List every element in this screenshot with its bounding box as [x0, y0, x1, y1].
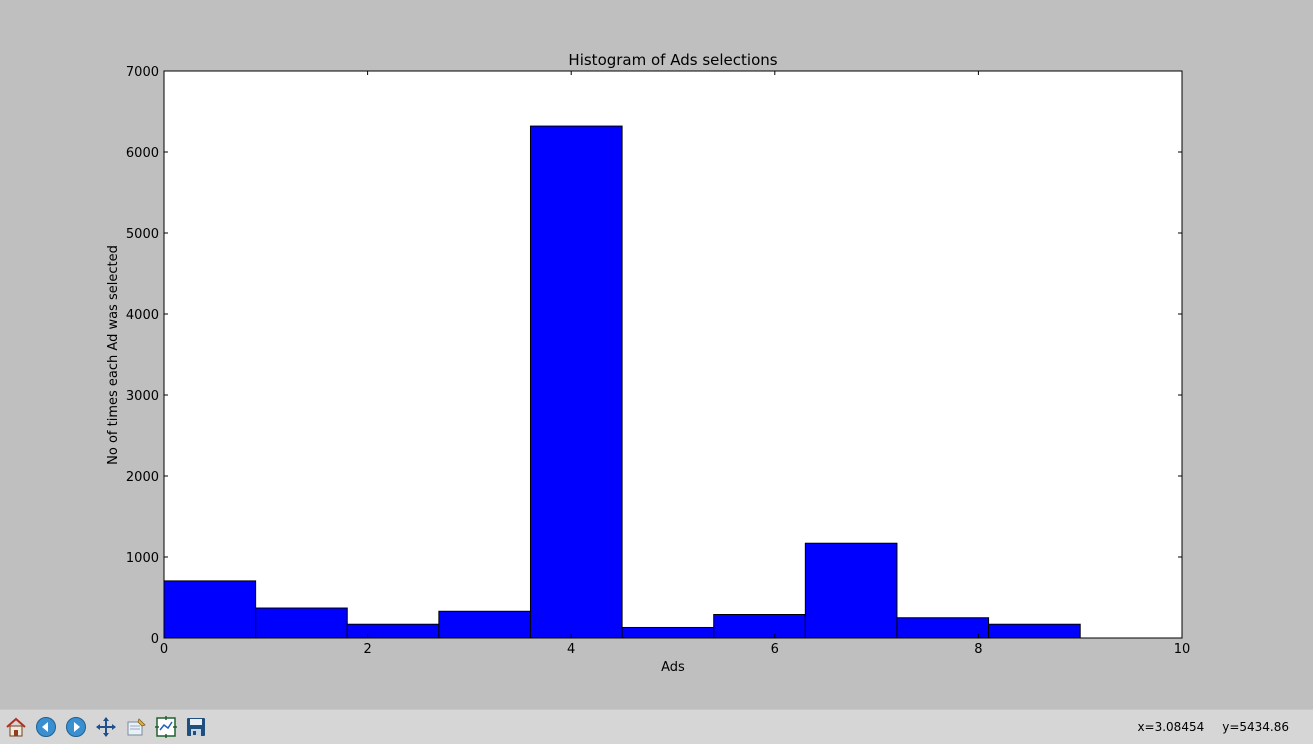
cursor-coordinates: x=3.08454 y=5434.86	[1137, 720, 1289, 734]
histogram-figure: 0 2 4 6 8 10 0 1000 2000 3000 4000 5000 6000 7000 His…	[106, 51, 1190, 675]
arrow-left-icon	[36, 717, 56, 737]
y-axis-label: No of times each Ad was selected	[106, 245, 121, 465]
arrow-right-icon	[66, 717, 86, 737]
x-tick-label: 4	[567, 642, 575, 657]
x-axis-label: Ads	[661, 660, 685, 675]
zoom-rect-icon	[127, 718, 146, 736]
pan-button[interactable]	[93, 713, 119, 741]
y-tick-label: 4000	[126, 308, 159, 323]
y-tick-label: 2000	[126, 470, 159, 485]
y-tick-label: 1000	[126, 551, 159, 566]
floppy-icon	[187, 718, 205, 736]
histogram-bar	[988, 623, 1081, 639]
subplots-icon	[155, 716, 177, 738]
histogram-bar	[255, 607, 348, 639]
back-button[interactable]	[33, 713, 59, 741]
y-tick-label: 6000	[126, 146, 159, 161]
histogram-bar	[529, 125, 623, 639]
x-tick-label: 2	[363, 642, 371, 657]
chart-title: Histogram of Ads selections	[568, 51, 777, 69]
x-tick-label: 10	[1174, 642, 1191, 657]
zoom-button[interactable]	[123, 713, 149, 741]
y-tick-label: 5000	[126, 227, 159, 242]
histogram-bar	[896, 617, 990, 639]
move-icon	[96, 717, 116, 737]
y-tick-label: 0	[151, 632, 159, 647]
plot-area	[164, 71, 1182, 638]
histogram-bar	[438, 610, 531, 639]
histogram-bar	[713, 614, 806, 639]
histogram-bar	[621, 626, 715, 639]
home-icon	[6, 717, 26, 737]
histogram-bar	[346, 623, 440, 639]
coord-y: y=5434.86	[1222, 720, 1289, 734]
forward-button[interactable]	[63, 713, 89, 741]
coord-x: x=3.08454	[1137, 720, 1205, 734]
x-tick-label: 0	[160, 642, 168, 657]
histogram-bar	[804, 542, 898, 639]
x-tick-label: 6	[771, 642, 779, 657]
histogram-bar	[163, 580, 257, 639]
y-tick-label: 3000	[126, 389, 159, 404]
navigation-toolbar: x=3.08454 y=5434.86	[0, 709, 1313, 744]
save-button[interactable]	[183, 713, 209, 741]
y-tick-label: 7000	[126, 65, 159, 80]
home-button[interactable]	[3, 713, 29, 741]
x-tick-label: 8	[974, 642, 982, 657]
ticks-group: 0 2 4 6 8 10 0 1000 2000 3000 4000 5000 6000 7000	[126, 65, 1190, 657]
bars-group	[163, 125, 1081, 639]
axes-frame	[163, 70, 1183, 639]
subplots-button[interactable]	[153, 713, 179, 741]
